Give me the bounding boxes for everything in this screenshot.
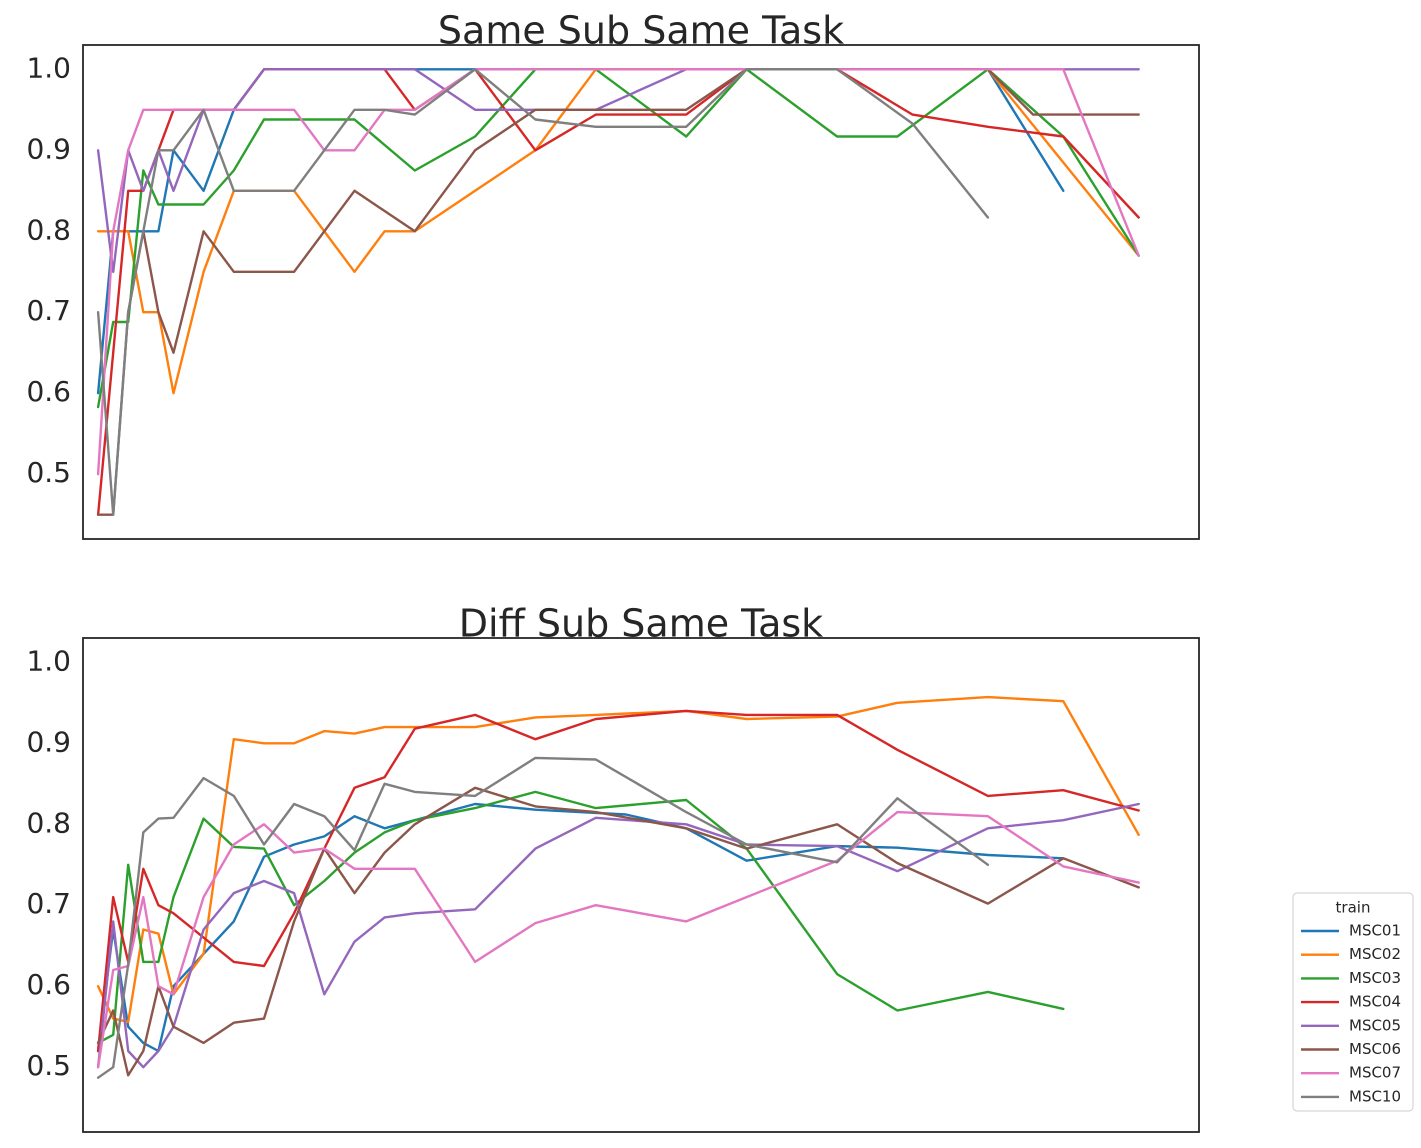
chart-title: Diff Sub Same Task xyxy=(459,602,823,646)
series-line-msc02 xyxy=(96,68,1140,395)
series-line-msc01 xyxy=(96,68,1065,395)
series-line-msc06 xyxy=(96,786,1140,1077)
legend: train MSC01 MSC02 MSC03 MSC04 MSC05 MSC06 MSC07… xyxy=(1292,892,1414,1112)
series-line-msc10 xyxy=(96,756,990,1079)
y-tick-label: 0.5 xyxy=(26,456,71,489)
y-tick-label: 1.0 xyxy=(26,51,71,84)
y-tick-label: 0.9 xyxy=(26,725,71,758)
legend-label: MSC07 xyxy=(1349,1064,1401,1082)
legend-label: MSC03 xyxy=(1349,969,1401,987)
legend-label: MSC01 xyxy=(1349,922,1401,940)
y-tick-label: 0.8 xyxy=(26,806,71,839)
y-tick-label: 0.6 xyxy=(26,375,71,408)
series-line-msc07 xyxy=(96,810,1140,1069)
y-tick-label: 0.7 xyxy=(26,294,71,327)
legend-label: MSC06 xyxy=(1349,1040,1401,1058)
y-tick-label: 0.9 xyxy=(26,132,71,165)
y-tick-label: 1.0 xyxy=(26,644,71,677)
y-tick-label: 0.8 xyxy=(26,213,71,246)
y-tick-label: 0.7 xyxy=(26,887,71,920)
series-line-msc04 xyxy=(96,709,1140,1053)
series-line-msc03 xyxy=(96,68,1140,409)
plot-frame xyxy=(82,44,1200,540)
series-line-msc05 xyxy=(96,68,1140,273)
chart-panel-2: Diff Sub Same Task 0.5 0.6 0.7 0.8 0.9 1.0 xyxy=(26,602,1200,1133)
legend-title: train xyxy=(1336,899,1371,917)
series-group xyxy=(96,695,1140,1079)
series-line-msc03 xyxy=(96,790,1065,1045)
series-line-msc05 xyxy=(96,802,1140,1069)
legend-label: MSC04 xyxy=(1349,993,1401,1011)
series-line-msc01 xyxy=(96,802,1065,1053)
y-tick-label: 0.5 xyxy=(26,1049,71,1082)
series-line-msc02 xyxy=(96,695,1140,1024)
plot-frame xyxy=(82,637,1200,1133)
legend-label: MSC10 xyxy=(1349,1087,1401,1105)
series-line-msc10 xyxy=(96,68,990,516)
legend-label: MSC05 xyxy=(1349,1016,1401,1034)
y-tick-label: 0.6 xyxy=(26,968,71,1001)
legend-box xyxy=(1292,892,1414,1112)
series-group xyxy=(96,68,1140,516)
legend-label: MSC02 xyxy=(1349,945,1401,963)
